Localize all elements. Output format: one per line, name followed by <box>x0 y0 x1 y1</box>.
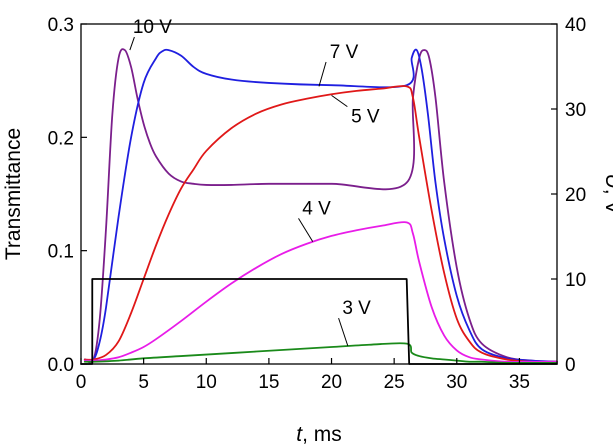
leader-10-v <box>129 36 135 51</box>
y-tick-label: 0.2 <box>48 128 74 149</box>
series-line-10-v <box>83 48 558 364</box>
x-axis-title: t, ms <box>296 423 342 446</box>
series-line-4-v <box>83 221 558 363</box>
y-tick-label: 0.0 <box>48 355 74 376</box>
tick-labels-layer: 0 5 10 15 20 25 30 35 0.0 0.1 0.2 0.3 0 10 20 30 40 <box>48 15 587 393</box>
leader-7-v <box>318 61 327 87</box>
leader-3-v <box>338 317 349 347</box>
x-tick-label: 10 <box>196 372 217 393</box>
series-line-5-v <box>83 85 558 363</box>
x-tick-label: 25 <box>384 372 405 393</box>
y-tick-label: 0.1 <box>48 242 74 263</box>
ticks-layer <box>80 23 557 365</box>
leader-4-v <box>298 218 314 242</box>
y2-tick-label: 20 <box>565 185 586 206</box>
x-tick-label: 0 <box>76 372 87 393</box>
label-leaders-layer <box>129 36 349 347</box>
curve-label-5-v: 5 V <box>351 107 380 128</box>
x-tick-label: 30 <box>446 372 467 393</box>
series-line-3-v <box>83 342 558 364</box>
x-tick-label: 20 <box>321 372 342 393</box>
curve-labels-layer: 10 V 7 V 5 V 4 V 3 V <box>133 17 380 319</box>
y2-tick-label: 0 <box>565 355 576 376</box>
curve-label-7-v: 7 V <box>330 42 359 63</box>
y2-tick-label: 30 <box>565 100 586 121</box>
curve-label-3-v: 3 V <box>342 298 371 319</box>
y-tick-label: 0.3 <box>48 15 74 36</box>
x-tick-label: 5 <box>138 372 149 393</box>
curve-label-4-v: 4 V <box>302 198 331 219</box>
y-axis-title: Transmittance <box>2 128 25 260</box>
curve-label-10-v: 10 V <box>133 17 172 38</box>
series-line-7-v <box>83 48 558 363</box>
y2-tick-label: 40 <box>565 15 586 36</box>
x-tick-label: 15 <box>258 372 279 393</box>
y2-axis-title: U, V <box>601 174 613 215</box>
y2-tick-label: 10 <box>565 270 586 291</box>
x-tick-label: 35 <box>509 372 530 393</box>
leader-5-v <box>331 94 348 108</box>
plot-frame <box>80 23 558 365</box>
